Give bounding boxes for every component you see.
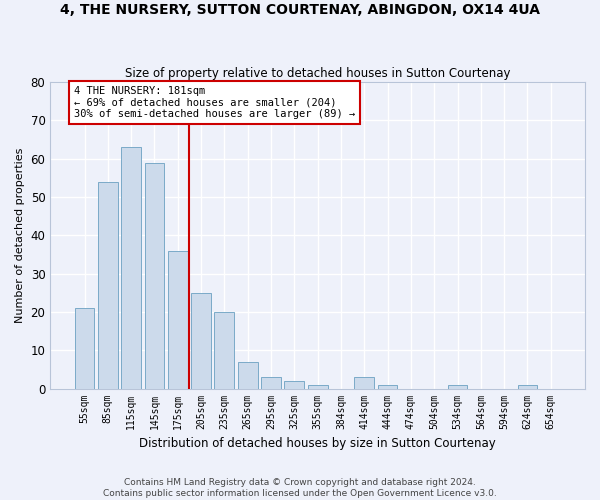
Text: 4 THE NURSERY: 181sqm
← 69% of detached houses are smaller (204)
30% of semi-det: 4 THE NURSERY: 181sqm ← 69% of detached …	[74, 86, 355, 119]
Y-axis label: Number of detached properties: Number of detached properties	[15, 148, 25, 323]
Bar	[191, 293, 211, 388]
Bar	[284, 381, 304, 388]
Text: Contains HM Land Registry data © Crown copyright and database right 2024.
Contai: Contains HM Land Registry data © Crown c…	[103, 478, 497, 498]
Title: Size of property relative to detached houses in Sutton Courtenay: Size of property relative to detached ho…	[125, 66, 511, 80]
Bar	[168, 250, 188, 388]
X-axis label: Distribution of detached houses by size in Sutton Courtenay: Distribution of detached houses by size …	[139, 437, 496, 450]
Bar	[214, 312, 234, 388]
Bar	[121, 147, 141, 388]
Bar	[74, 308, 94, 388]
Bar	[145, 162, 164, 388]
Bar	[238, 362, 257, 388]
Bar	[308, 384, 328, 388]
Bar	[448, 384, 467, 388]
Bar	[261, 377, 281, 388]
Bar	[518, 384, 538, 388]
Text: 4, THE NURSERY, SUTTON COURTENAY, ABINGDON, OX14 4UA: 4, THE NURSERY, SUTTON COURTENAY, ABINGD…	[60, 2, 540, 16]
Bar	[355, 377, 374, 388]
Bar	[377, 384, 397, 388]
Bar	[98, 182, 118, 388]
